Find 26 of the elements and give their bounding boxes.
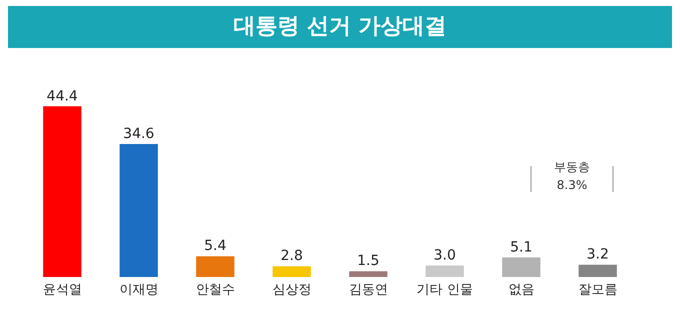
data-label: 34.6 <box>123 126 154 142</box>
data-label: 1.5 <box>357 253 380 270</box>
x-tick-label: 안철수 <box>196 282 235 298</box>
data-label: 3.2 <box>586 246 609 263</box>
data-label: 44.4 <box>46 88 78 104</box>
data-label: 5.1 <box>510 239 532 256</box>
x-tick-label: 김동연 <box>348 282 388 298</box>
data-label: 2.8 <box>280 248 303 264</box>
x-tick-label: 없음 <box>508 282 534 298</box>
x-tick-label: 심상정 <box>272 282 312 298</box>
bar <box>502 257 540 277</box>
bar <box>426 265 464 277</box>
chart-title: 대통령 선거 가상대결 <box>8 6 672 48</box>
bar <box>272 266 311 277</box>
bar <box>43 106 82 277</box>
x-tick-label: 윤석열 <box>42 282 82 298</box>
x-tick-label: 기타 인물 <box>416 282 473 298</box>
annotation: 부동층 8.3% <box>553 159 591 194</box>
x-tick-label: 이재명 <box>119 282 158 298</box>
data-label: 3.0 <box>434 247 456 264</box>
data-label: 5.4 <box>204 238 226 254</box>
bar <box>349 271 388 277</box>
x-tick-label: 잘모름 <box>578 282 618 298</box>
bar <box>196 256 234 277</box>
bar <box>120 144 158 277</box>
bar <box>578 264 617 277</box>
